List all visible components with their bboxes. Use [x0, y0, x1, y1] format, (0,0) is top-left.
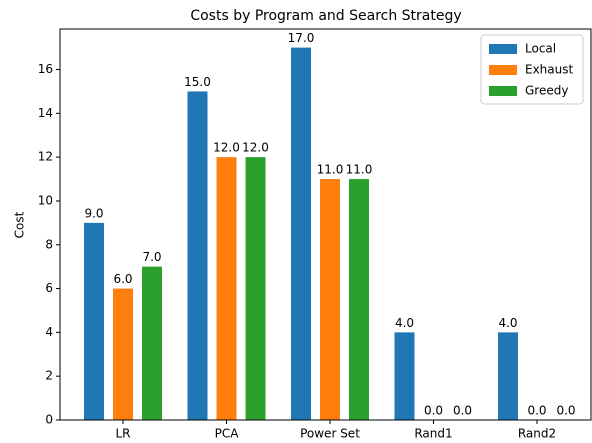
bar [245, 157, 266, 420]
legend-swatch [489, 44, 517, 54]
y-tick-label: 0 [45, 413, 53, 427]
y-tick-label: 14 [38, 106, 53, 120]
y-tick-label: 2 [45, 369, 53, 383]
legend-label: Greedy [525, 84, 568, 98]
value-label: 9.0 [84, 206, 103, 220]
y-tick-label: 6 [45, 281, 53, 295]
legend-label: Local [525, 42, 556, 56]
value-label: 0.0 [424, 404, 443, 418]
value-label: 0.0 [527, 404, 546, 418]
x-tick-label: Power Set [300, 427, 360, 441]
bar [291, 47, 311, 420]
bar [84, 222, 104, 420]
value-label: 17.0 [288, 31, 315, 45]
x-tick-label: PCA [215, 427, 240, 441]
chart-title: Costs by Program and Search Strategy [190, 8, 461, 24]
x-tick-label: Rand2 [518, 427, 556, 441]
value-label: 15.0 [184, 75, 211, 89]
value-label: 0.0 [556, 404, 575, 418]
value-label: 6.0 [113, 272, 132, 286]
bar [498, 332, 518, 420]
x-tick-label: LR [115, 427, 130, 441]
value-label: 0.0 [453, 404, 472, 418]
y-tick-label: 10 [38, 193, 53, 207]
legend-swatch [489, 86, 517, 96]
y-tick-label: 16 [38, 62, 53, 76]
value-label: 4.0 [498, 316, 517, 330]
y-tick-label: 8 [45, 237, 53, 251]
bar [187, 91, 208, 420]
value-label: 4.0 [395, 316, 414, 330]
legend-swatch [489, 65, 517, 75]
x-tick-label: Rand1 [414, 427, 452, 441]
y-axis-label: Cost [13, 211, 27, 238]
value-label: 11.0 [317, 163, 344, 177]
bar [113, 288, 133, 420]
bar [142, 266, 162, 420]
plot-frame [59, 28, 592, 421]
bar [216, 157, 237, 420]
y-tick-label: 12 [38, 150, 53, 164]
y-tick-label: 4 [45, 325, 53, 339]
bar [320, 179, 340, 420]
value-label: 11.0 [346, 163, 373, 177]
value-label: 12.0 [213, 141, 240, 155]
value-label: 7.0 [142, 250, 161, 264]
value-label: 12.0 [242, 141, 269, 155]
legend-label: Exhaust [525, 63, 574, 77]
bar [349, 179, 369, 420]
bar [394, 332, 415, 420]
